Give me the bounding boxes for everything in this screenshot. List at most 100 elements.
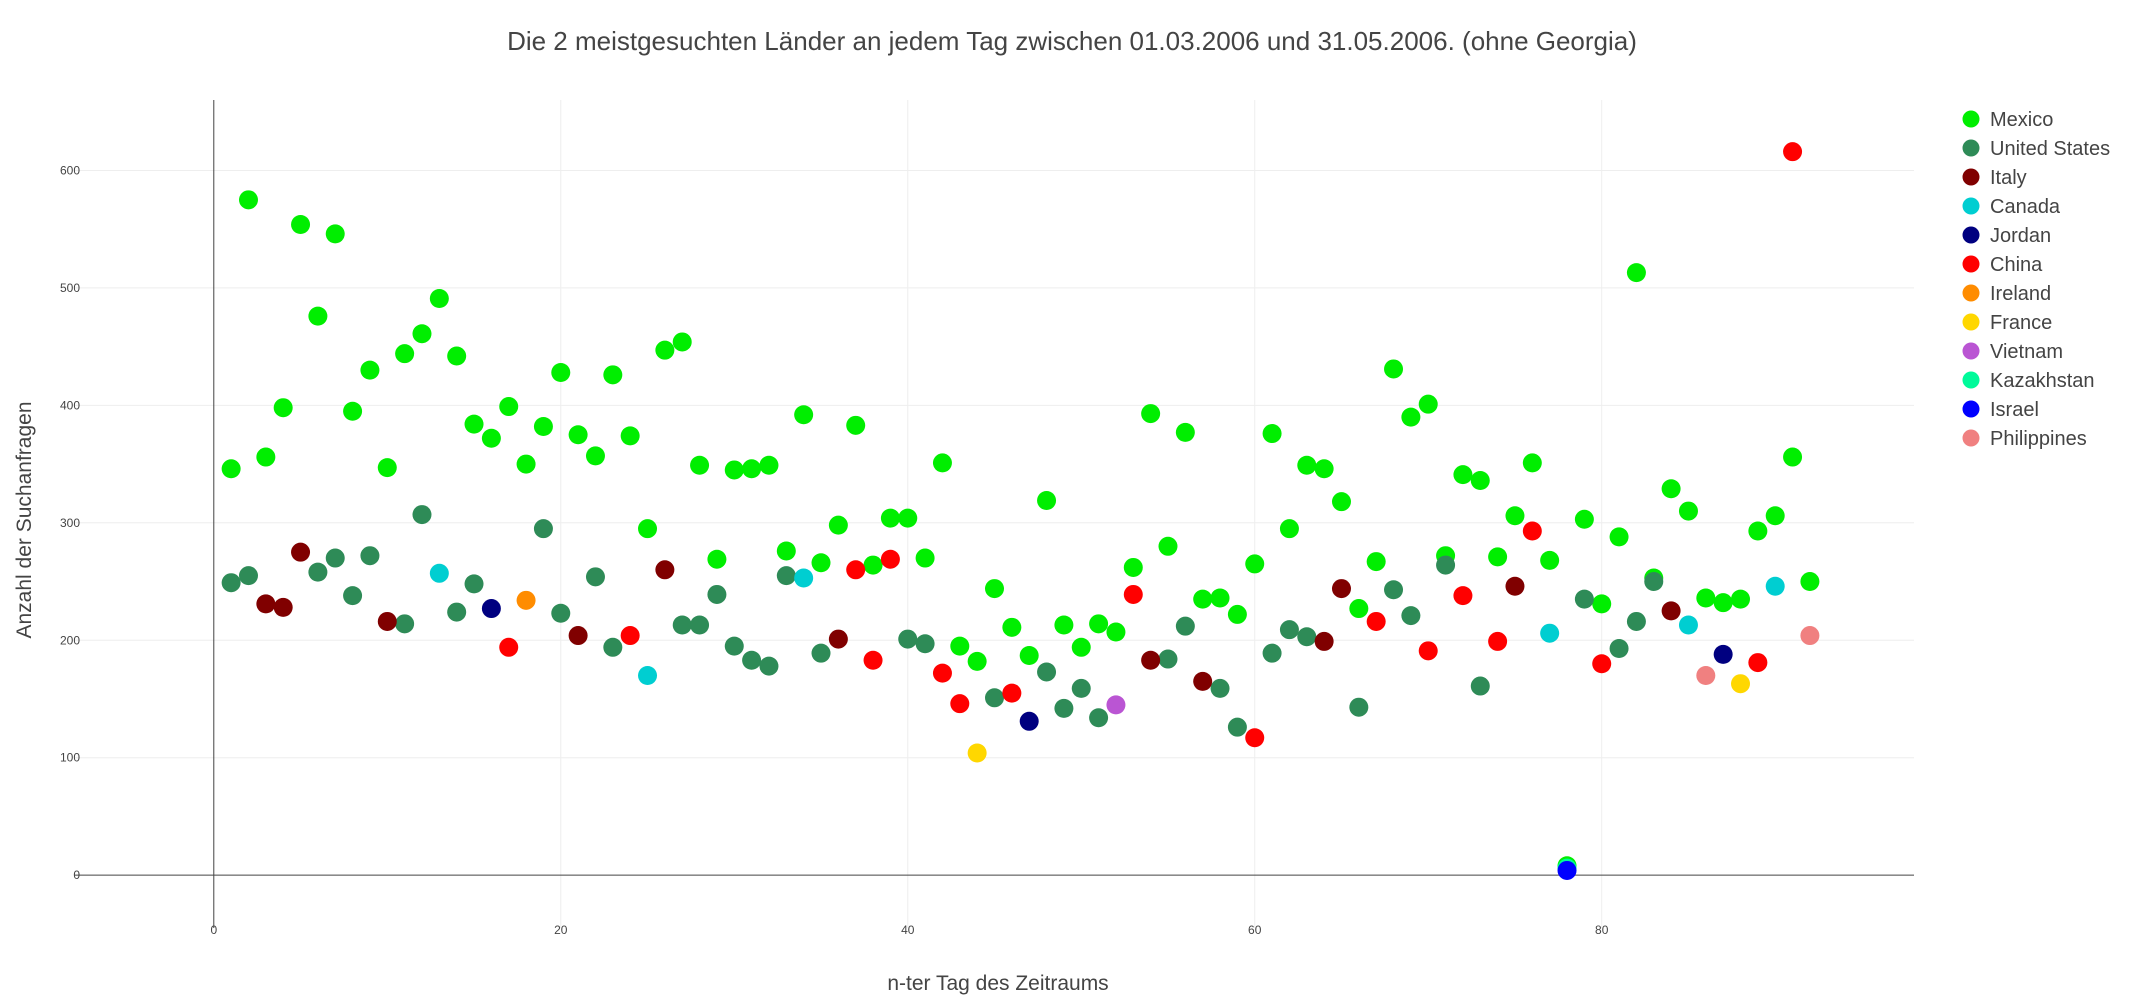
data-point[interactable]	[1245, 728, 1265, 748]
legend-item[interactable]: China	[1962, 254, 2044, 276]
data-point[interactable]	[1262, 424, 1282, 444]
data-point[interactable]	[1037, 662, 1057, 682]
data-point[interactable]	[238, 566, 258, 586]
data-point[interactable]	[742, 650, 762, 670]
data-point[interactable]	[1522, 453, 1542, 473]
legend-item[interactable]: France	[1962, 312, 2053, 334]
data-point[interactable]	[620, 426, 640, 446]
data-point[interactable]	[481, 428, 501, 448]
data-point[interactable]	[1210, 588, 1230, 608]
data-point[interactable]	[1540, 550, 1560, 570]
data-point[interactable]	[395, 344, 415, 364]
data-point[interactable]	[1748, 653, 1768, 673]
data-point[interactable]	[1609, 527, 1629, 547]
data-point[interactable]	[377, 611, 397, 631]
data-point[interactable]	[256, 447, 276, 467]
data-point[interactable]	[1592, 654, 1612, 674]
data-point[interactable]	[1106, 695, 1126, 715]
data-point[interactable]	[1193, 589, 1213, 609]
legend-item[interactable]: Israel	[1962, 399, 2039, 421]
data-point[interactable]	[308, 306, 328, 326]
data-point[interactable]	[238, 190, 258, 210]
data-point[interactable]	[1488, 631, 1508, 651]
data-point[interactable]	[1661, 601, 1681, 621]
legend-item[interactable]: Italy	[1962, 167, 2027, 189]
data-point[interactable]	[603, 365, 623, 385]
data-point[interactable]	[672, 332, 692, 352]
data-point[interactable]	[1696, 665, 1716, 685]
data-point[interactable]	[221, 459, 241, 479]
data-point[interactable]	[1331, 579, 1351, 599]
data-point[interactable]	[1106, 622, 1126, 642]
data-point[interactable]	[1175, 616, 1195, 636]
data-point[interactable]	[985, 688, 1004, 708]
data-point[interactable]	[1401, 606, 1421, 626]
data-point[interactable]	[1401, 407, 1421, 427]
data-point[interactable]	[1037, 490, 1057, 510]
data-point[interactable]	[1453, 465, 1473, 485]
data-point[interactable]	[1002, 617, 1022, 637]
data-point[interactable]	[655, 340, 675, 360]
data-point[interactable]	[516, 454, 536, 474]
data-point[interactable]	[932, 453, 952, 473]
data-point[interactable]	[655, 560, 675, 580]
data-point[interactable]	[1557, 860, 1577, 880]
data-point[interactable]	[1158, 536, 1178, 556]
data-point[interactable]	[1349, 697, 1369, 717]
data-point[interactable]	[429, 563, 449, 583]
legend[interactable]: Mexico United States Italy Canada Jordan Chin…	[1962, 109, 2111, 450]
data-point[interactable]	[1089, 708, 1109, 728]
legend-item[interactable]: Mexico	[1962, 109, 2054, 131]
data-point[interactable]	[724, 636, 744, 656]
data-point[interactable]	[395, 614, 415, 634]
data-point[interactable]	[1279, 519, 1299, 539]
data-point[interactable]	[1227, 604, 1247, 624]
data-point[interactable]	[481, 599, 501, 619]
data-point[interactable]	[1123, 584, 1143, 604]
data-point[interactable]	[811, 553, 831, 573]
legend-item[interactable]: Vietnam	[1962, 341, 2064, 363]
data-point[interactable]	[256, 594, 276, 614]
data-point[interactable]	[1193, 671, 1213, 691]
data-point[interactable]	[1384, 580, 1404, 600]
data-point[interactable]	[915, 634, 935, 654]
data-point[interactable]	[585, 446, 605, 466]
data-point[interactable]	[1227, 717, 1247, 737]
data-point[interactable]	[1071, 678, 1091, 698]
data-point[interactable]	[620, 626, 640, 646]
data-point[interactable]	[360, 546, 380, 566]
data-point[interactable]	[707, 549, 727, 569]
data-point[interactable]	[1349, 599, 1369, 619]
data-point[interactable]	[273, 597, 293, 617]
data-point[interactable]	[1436, 555, 1456, 575]
data-point[interactable]	[447, 346, 467, 366]
data-point[interactable]	[846, 560, 866, 580]
data-point[interactable]	[291, 542, 311, 562]
data-point[interactable]	[585, 567, 605, 587]
data-point[interactable]	[464, 414, 484, 434]
data-point[interactable]	[967, 743, 987, 763]
data-point[interactable]	[499, 397, 519, 417]
legend-item[interactable]: Canada	[1962, 196, 2061, 218]
data-point[interactable]	[690, 455, 710, 475]
data-point[interactable]	[1574, 509, 1594, 529]
data-point[interactable]	[551, 362, 571, 382]
data-point[interactable]	[967, 651, 987, 671]
data-point[interactable]	[447, 602, 467, 622]
legend-item[interactable]: Jordan	[1962, 225, 2052, 247]
data-point[interactable]	[794, 568, 814, 588]
data-point[interactable]	[1297, 627, 1317, 647]
data-point[interactable]	[863, 650, 883, 670]
data-point[interactable]	[1678, 501, 1698, 521]
data-point[interactable]	[638, 665, 658, 685]
data-point[interactable]	[568, 626, 588, 646]
data-point[interactable]	[707, 584, 727, 604]
data-point[interactable]	[1505, 576, 1525, 596]
data-point[interactable]	[1366, 611, 1386, 631]
data-point[interactable]	[1592, 594, 1612, 614]
data-point[interactable]	[1019, 711, 1039, 731]
data-point[interactable]	[1678, 615, 1698, 635]
data-point[interactable]	[533, 417, 553, 437]
data-point[interactable]	[551, 603, 571, 623]
data-point[interactable]	[325, 224, 345, 244]
